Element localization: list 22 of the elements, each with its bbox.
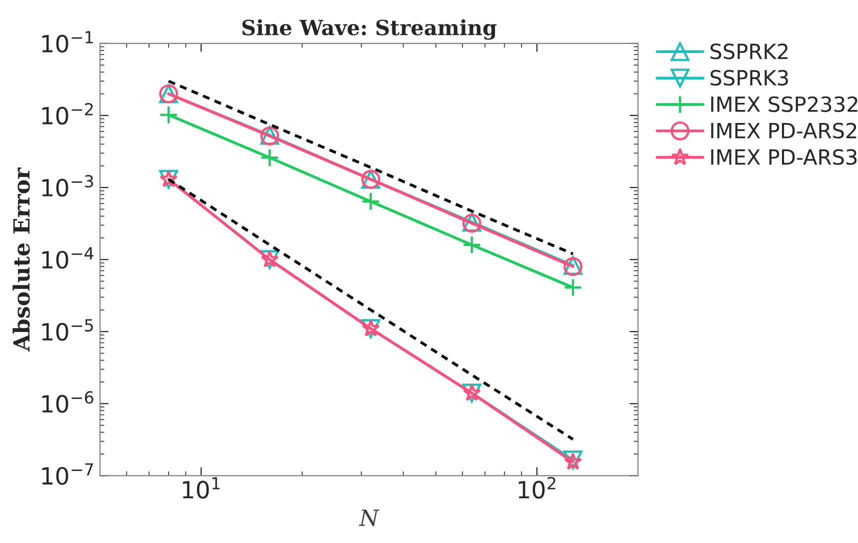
legend-label: IMEX PD-ARS3 (711, 149, 857, 165)
legend-label: SSPRK3 (710, 70, 788, 86)
chart-title: Sine Wave: Streaming (242, 19, 497, 40)
point (159, 105, 178, 124)
y-tick-label: 10$^{−7}$ (42, 463, 93, 485)
y-axis-title: Absolute Error (12, 167, 30, 352)
legend-label: SSPRK2 (710, 43, 788, 60)
y-tick-label: 10$^{−1}$ (42, 31, 93, 53)
point (361, 192, 380, 211)
x-axis-title: N (358, 510, 380, 526)
legend-label: IMEX SSP2332 (711, 96, 858, 112)
y-tick-label: 10$^{−6}$ (42, 391, 94, 413)
y-tick-label: 10$^{−4}$ (42, 247, 94, 269)
point (563, 278, 582, 297)
x-tick-label: 10$^{1}$ (182, 477, 220, 499)
y-tick-label: 10$^{−3}$ (42, 175, 94, 197)
point (260, 148, 280, 168)
legend-label: IMEX PD-ARS2 (711, 122, 856, 138)
x-tick-label: 10$^{2}$ (518, 476, 556, 499)
y-tick-label: 10$^{−2}$ (42, 102, 93, 125)
y-tick-label: 10$^{−5}$ (42, 319, 93, 341)
point (462, 235, 482, 254)
